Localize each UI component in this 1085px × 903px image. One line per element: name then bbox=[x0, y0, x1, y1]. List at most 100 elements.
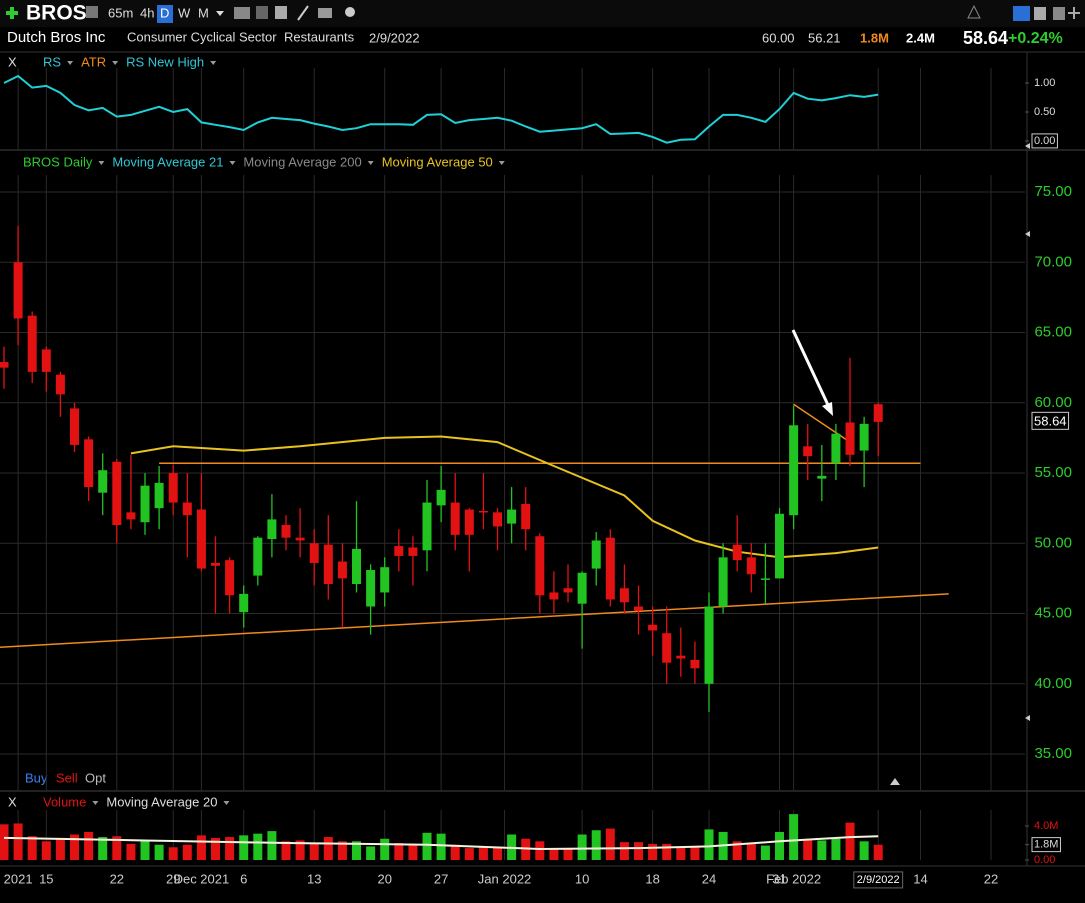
y-tick-label: 1.8M bbox=[1034, 839, 1058, 851]
candle-body bbox=[394, 546, 404, 556]
close-button[interactable]: X bbox=[8, 54, 17, 69]
icon[interactable] bbox=[967, 4, 981, 19]
industry: Restaurants bbox=[284, 29, 355, 44]
x-tick-label: Dec 2021 bbox=[174, 871, 230, 886]
volume-bar bbox=[380, 838, 390, 860]
interval[interactable]: D bbox=[160, 5, 169, 20]
y-tick-label: 75.00 bbox=[1034, 183, 1072, 200]
volume-bar bbox=[436, 833, 446, 860]
legend-entry: Moving Average 200 bbox=[243, 154, 361, 169]
candle-body bbox=[507, 509, 517, 524]
candle-body bbox=[436, 489, 446, 506]
icon[interactable] bbox=[297, 5, 309, 21]
sell-button[interactable]: Sell bbox=[56, 770, 78, 785]
volume-bar bbox=[394, 843, 404, 860]
toolbar-bg bbox=[0, 0, 1085, 27]
candle-body bbox=[366, 569, 376, 607]
volume-bar bbox=[563, 848, 573, 860]
candle-body bbox=[732, 544, 742, 561]
icon[interactable] bbox=[318, 8, 332, 18]
y-tick-label: 0.00 bbox=[1034, 135, 1055, 147]
toolbar: BROS 65m 4h D W M bbox=[0, 0, 1085, 27]
x-tick-label: Feb 2022 bbox=[766, 871, 821, 886]
icon[interactable] bbox=[234, 7, 250, 19]
volume-bar bbox=[408, 843, 418, 860]
arrow-shaft bbox=[791, 329, 830, 406]
y-tick-label: 40.00 bbox=[1034, 675, 1072, 692]
dropdown[interactable] bbox=[216, 11, 224, 16]
y-tick-label: 4.0M bbox=[1034, 820, 1058, 832]
icon[interactable] bbox=[1034, 7, 1046, 20]
sector: Consumer Cyclical Sector bbox=[127, 29, 277, 44]
volume-bar bbox=[225, 837, 235, 860]
volume-bar bbox=[605, 828, 615, 860]
trendline bbox=[793, 403, 851, 443]
add-icon[interactable] bbox=[6, 7, 18, 19]
legend-dropdown bbox=[67, 61, 74, 65]
candle-body bbox=[352, 548, 362, 585]
candle-body bbox=[803, 446, 813, 457]
volume-bar bbox=[859, 841, 869, 860]
volume-bar bbox=[845, 822, 855, 860]
volume-bar bbox=[535, 841, 545, 860]
candle-body bbox=[0, 362, 9, 368]
series-line bbox=[3, 74, 879, 144]
candle-body bbox=[380, 567, 390, 593]
candle-body bbox=[309, 543, 319, 563]
volume-bar bbox=[309, 843, 319, 860]
buy-button[interactable]: Buy bbox=[25, 770, 48, 785]
volume-bar bbox=[746, 843, 756, 860]
close-button[interactable]: X bbox=[8, 794, 17, 809]
volume-bar bbox=[140, 840, 150, 860]
interval[interactable]: W bbox=[178, 5, 191, 20]
candle-body bbox=[13, 262, 23, 319]
volume-bar bbox=[196, 835, 206, 860]
change: +0.24% bbox=[1008, 30, 1063, 47]
icon[interactable] bbox=[256, 6, 268, 19]
y-tick-label: 50.00 bbox=[1034, 534, 1072, 551]
y-tick-label: 35.00 bbox=[1034, 745, 1072, 762]
legend-dropdown bbox=[112, 61, 119, 65]
tick-box bbox=[1031, 837, 1061, 853]
volume-bar bbox=[817, 840, 827, 860]
volume-bar bbox=[549, 848, 559, 860]
price-plot bbox=[0, 225, 949, 712]
interval[interactable]: M bbox=[198, 5, 209, 20]
volume-bar bbox=[704, 829, 714, 860]
interval[interactable]: 4h bbox=[140, 5, 154, 20]
candle-body bbox=[422, 502, 432, 551]
candle-body bbox=[845, 422, 855, 455]
candle-body bbox=[140, 485, 150, 523]
volume-bar bbox=[789, 814, 799, 860]
x-tick-label: 14 bbox=[913, 871, 927, 886]
icon[interactable] bbox=[275, 6, 287, 19]
y-tick-label: 1.00 bbox=[1034, 77, 1055, 89]
symbol[interactable]: BROS bbox=[26, 2, 87, 25]
volume-bar bbox=[352, 841, 362, 860]
x-tick-label: 27 bbox=[434, 871, 448, 886]
volume-bar bbox=[41, 841, 51, 860]
last-price: 58.64 bbox=[963, 28, 1008, 48]
volume-bar bbox=[690, 847, 700, 860]
candle-body bbox=[662, 633, 672, 663]
options-button[interactable]: Opt bbox=[85, 770, 106, 785]
legend-dropdown bbox=[223, 801, 230, 805]
candle-body bbox=[211, 562, 221, 566]
icon[interactable] bbox=[345, 7, 355, 17]
icon[interactable] bbox=[1013, 6, 1030, 21]
volume-bar bbox=[422, 832, 432, 860]
icon[interactable] bbox=[890, 778, 900, 785]
icon[interactable] bbox=[86, 6, 98, 18]
candle-body bbox=[41, 349, 51, 372]
icon[interactable] bbox=[1068, 7, 1080, 19]
volume-bar bbox=[478, 846, 488, 860]
candle-body bbox=[859, 423, 869, 451]
x-tick-label: 10 bbox=[575, 871, 589, 886]
icon[interactable] bbox=[1053, 7, 1065, 20]
interval[interactable]: 65m bbox=[108, 5, 133, 20]
legend-entry: Volume bbox=[43, 794, 86, 809]
volume-bar bbox=[873, 844, 883, 860]
volume-bar bbox=[323, 837, 333, 860]
grid bbox=[0, 68, 1029, 861]
